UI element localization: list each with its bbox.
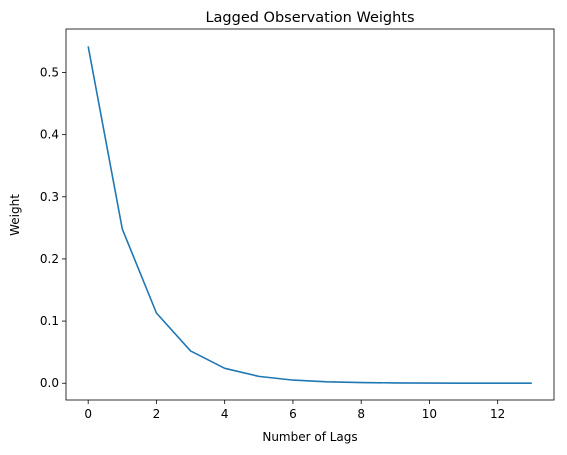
- y-tick-label: 0.4: [40, 128, 59, 142]
- y-axis-title: Weight: [8, 194, 22, 236]
- x-tick-label: 4: [221, 407, 229, 421]
- y-tick-label: 0.0: [40, 376, 59, 390]
- x-axis: 0 2 4 6 8 10 12: [84, 400, 505, 421]
- y-tick-label: 0.2: [40, 252, 59, 266]
- y-tick-label: 0.1: [40, 314, 59, 328]
- x-axis-title: Number of Lags: [262, 430, 357, 444]
- x-tick-label: 8: [357, 407, 365, 421]
- x-tick-label: 10: [422, 407, 437, 421]
- x-tick-label: 2: [153, 407, 161, 421]
- chart-title: Lagged Observation Weights: [205, 10, 414, 26]
- x-tick-label: 6: [289, 407, 297, 421]
- plot-area: [65, 28, 555, 401]
- series-line-0: [87, 46, 532, 385]
- y-tick-label: 0.3: [40, 190, 59, 204]
- x-tick-label: 0: [84, 407, 92, 421]
- y-axis: 0.0 0.1 0.2 0.3 0.4 0.5: [40, 66, 66, 390]
- y-tick-label: 0.5: [40, 66, 59, 80]
- series-layer: [87, 46, 532, 385]
- x-tick-label: 12: [490, 407, 505, 421]
